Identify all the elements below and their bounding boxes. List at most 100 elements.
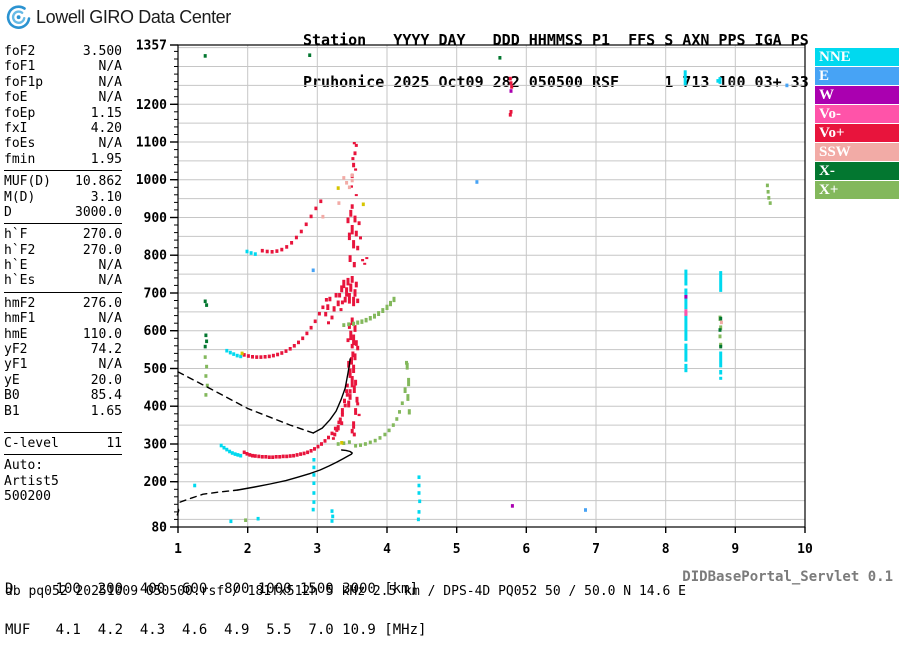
param-row: D 3000.0 bbox=[4, 205, 122, 220]
x-tick-label: 5 bbox=[453, 542, 461, 557]
param-row: hmF2 276.0 bbox=[4, 296, 122, 311]
logo-text: Lowell GIRO Data Center bbox=[36, 6, 231, 27]
series-E bbox=[311, 83, 789, 512]
gridlines bbox=[178, 45, 805, 527]
param-value: 270.0 bbox=[82, 242, 122, 258]
axis-ticks bbox=[170, 44, 806, 533]
param-row: 500200 bbox=[4, 489, 122, 504]
param-row: foF2 3.500 bbox=[4, 44, 122, 59]
param-label: hmF2 bbox=[4, 295, 36, 311]
param-row: B1 1.65 bbox=[4, 404, 122, 419]
echo-legend: NNE E W Vo- Vo+ SSW X- X+ bbox=[815, 48, 899, 200]
param-label: yE bbox=[4, 372, 20, 388]
param-label: h`F2 bbox=[4, 242, 36, 258]
y-tick-label: 400 bbox=[144, 400, 168, 415]
param-row: Artist5 bbox=[4, 474, 122, 489]
param-value: 1.15 bbox=[90, 105, 122, 121]
y-tick-label: 800 bbox=[144, 249, 168, 264]
param-value: N/A bbox=[98, 311, 122, 327]
param-row: hmE 110.0 bbox=[4, 327, 122, 342]
muf-scale-row: MUF 4.1 4.2 4.3 4.6 4.9 5.5 7.0 10.9 [MH… bbox=[5, 621, 427, 638]
param-label: Artist5 bbox=[4, 473, 59, 489]
param-label: foF2 bbox=[4, 44, 36, 59]
x-tick-label: 10 bbox=[797, 542, 813, 557]
axis-tick-labels: 1357120011001000900800700600500400300200… bbox=[136, 39, 813, 558]
legend-item-w: W bbox=[815, 86, 899, 104]
param-row: fxI 4.20 bbox=[4, 121, 122, 136]
param-row: foEp 1.15 bbox=[4, 106, 122, 121]
legend-item-nne: NNE bbox=[815, 48, 899, 66]
param-row: B0 85.4 bbox=[4, 388, 122, 403]
param-value: N/A bbox=[98, 74, 122, 90]
param-label: M(D) bbox=[4, 189, 36, 205]
param-label: hmF1 bbox=[4, 311, 36, 327]
d-scale-row: D 100 200 400 600 800 1000 1500 3000 [km… bbox=[5, 581, 419, 597]
series-Vo+ bbox=[242, 76, 514, 459]
param-row: foF1 N/A bbox=[4, 59, 122, 74]
y-tick-label: 700 bbox=[144, 287, 168, 302]
measurement-status-line: db pq052 20251009 050500.rsf / 181fx512h… bbox=[5, 584, 686, 599]
ionogram-chart: 1357120011001000900800700600500400300200… bbox=[136, 39, 813, 558]
x-tick-label: 2 bbox=[244, 542, 252, 557]
param-row: C-level 11 bbox=[4, 436, 122, 451]
series-W bbox=[509, 89, 688, 508]
param-value: N/A bbox=[98, 90, 122, 106]
param-row: yE 20.0 bbox=[4, 373, 122, 388]
param-value: 74.2 bbox=[90, 342, 122, 358]
curve-profile-extrapolation bbox=[179, 489, 239, 503]
x-tick-label: 9 bbox=[731, 542, 739, 557]
param-row: h`E N/A bbox=[4, 258, 122, 273]
param-value: N/A bbox=[98, 357, 122, 373]
param-value: 4.20 bbox=[90, 120, 122, 136]
param-label: h`Es bbox=[4, 273, 36, 289]
param-value: 276.0 bbox=[82, 295, 122, 311]
param-value: 3000.0 bbox=[75, 204, 122, 220]
param-label: C-level bbox=[4, 435, 59, 451]
param-row: yF1 N/A bbox=[4, 357, 122, 372]
param-row: fmin 1.95 bbox=[4, 152, 122, 167]
param-row: h`F 270.0 bbox=[4, 227, 122, 242]
series-Vo- bbox=[684, 309, 688, 316]
y-tick-label: 200 bbox=[144, 475, 168, 490]
legend-item-vo-: Vo- bbox=[815, 105, 899, 123]
panel-separator bbox=[4, 431, 122, 433]
param-label: foEs bbox=[4, 136, 36, 152]
y-tick-label: 500 bbox=[144, 362, 168, 377]
param-value: 1.65 bbox=[90, 403, 122, 419]
param-row: MUF(D) 10.862 bbox=[4, 174, 122, 189]
legend-item-x-: X- bbox=[815, 162, 899, 180]
param-value: N/A bbox=[98, 136, 122, 152]
legend-item-x+: X+ bbox=[815, 181, 899, 199]
param-label: Auto: bbox=[4, 458, 44, 474]
param-row: yF2 74.2 bbox=[4, 342, 122, 357]
param-value: 1.95 bbox=[90, 151, 122, 167]
giro-logo[interactable]: Lowell GIRO Data Center bbox=[6, 3, 231, 31]
param-label: MUF(D) bbox=[4, 174, 51, 190]
y-tick-label: 1100 bbox=[136, 136, 167, 151]
param-row: h`F2 270.0 bbox=[4, 243, 122, 258]
param-label: B0 bbox=[4, 388, 20, 404]
param-row: foF1p N/A bbox=[4, 75, 122, 90]
servlet-version-label: DIDBasePortal_Servlet 0.1 bbox=[682, 569, 893, 585]
panel-separator bbox=[4, 291, 122, 293]
param-row: h`Es N/A bbox=[4, 273, 122, 288]
panel-separator bbox=[4, 454, 122, 456]
param-value: N/A bbox=[98, 258, 122, 274]
param-label: fxI bbox=[4, 120, 28, 136]
panel-separator bbox=[4, 223, 122, 225]
y-tick-label: 1200 bbox=[136, 98, 167, 113]
panel-separator bbox=[4, 170, 122, 172]
param-value: 110.0 bbox=[82, 326, 122, 342]
y-tick-label: 80 bbox=[151, 521, 167, 536]
x-tick-label: 6 bbox=[522, 542, 530, 557]
param-label: D bbox=[4, 204, 12, 220]
x-tick-label: 8 bbox=[662, 542, 670, 557]
param-label: fmin bbox=[4, 151, 36, 167]
legend-item-e: E bbox=[815, 67, 899, 85]
y-tick-label: 1357 bbox=[136, 39, 167, 54]
distance-muf-scale: D 100 200 400 600 800 1000 1500 3000 [km… bbox=[5, 556, 426, 651]
curve-profile-tail bbox=[176, 505, 180, 516]
series-misc bbox=[240, 186, 365, 445]
series-X+ bbox=[203, 183, 772, 522]
param-label: B1 bbox=[4, 403, 20, 419]
